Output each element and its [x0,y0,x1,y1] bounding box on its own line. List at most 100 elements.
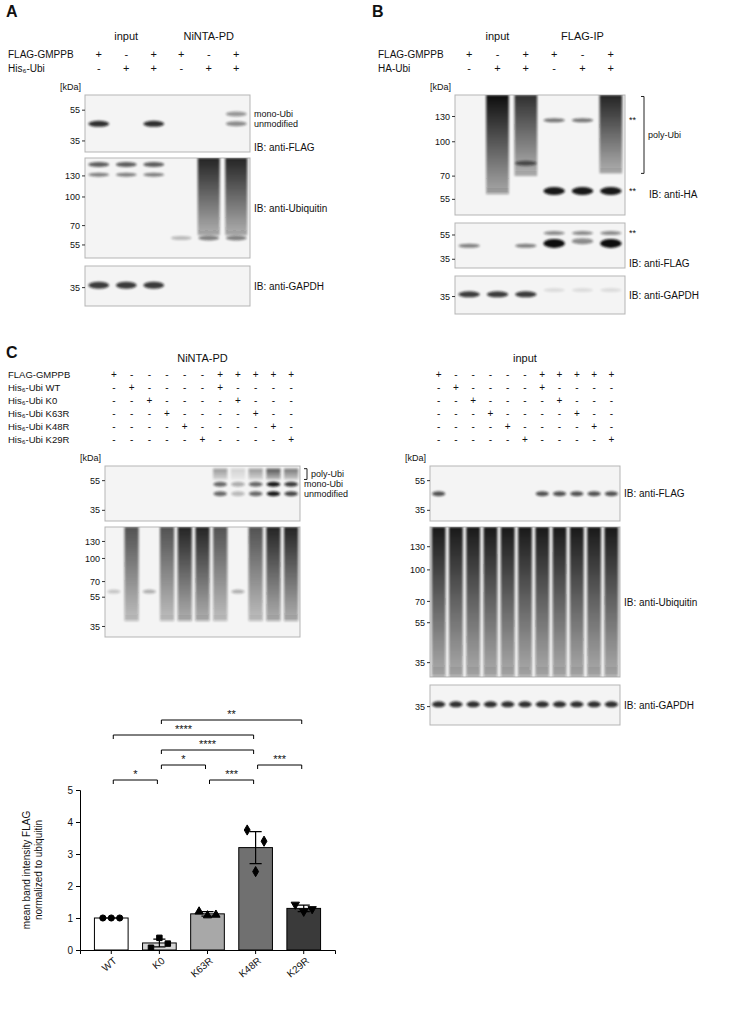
significance-bracket [258,765,302,769]
treatment-sign: + [523,48,529,60]
blot-panel: BinputFLAG-IPFLAG-GMPPB+-++-+HA-Ubi-++-+… [372,3,699,314]
treatment-sign: - [236,421,239,432]
blot-membrane [85,95,250,152]
treatment-sign: - [472,369,475,380]
blot-band [116,162,137,167]
treatment-sign: - [289,408,292,419]
blot-band [249,482,262,487]
treatment-sign: + [436,369,442,380]
treatment-sign: - [112,434,115,445]
treatment-sign: + [151,48,157,60]
marker-label: 35 [70,283,80,293]
blot-band [543,187,565,195]
treatment-sign: + [235,369,241,380]
treatment-sign: - [437,421,440,432]
marker-tick [102,510,105,511]
treatment-sign: - [236,434,239,445]
tick-label: K63R [189,955,215,980]
tick-mark [76,822,80,823]
treatment-sign: + [608,369,614,380]
significance-label: * [133,768,138,780]
treatment-sign: - [575,382,578,393]
bar-chart: 012345WTK0K63RK48RK29Rmean band intensit… [21,708,336,979]
blot-smear [213,469,227,480]
band-annotation: ** [629,186,637,196]
marker-label: 55 [90,592,100,602]
blot-band [572,187,594,195]
x-tick: K0 [150,950,167,971]
blot-label: IB: anti-GAPDH [624,700,694,711]
tick-mark [255,950,256,954]
treatment-sign: - [454,369,457,380]
treatment-sign: - [165,369,168,380]
marker-label: 55 [90,476,100,486]
blot-label: IB: anti-FLAG [629,258,690,269]
treatment-sign: + [551,48,557,60]
blot-bands [458,231,621,248]
treatment-sign: - [148,408,151,419]
marker-tick [102,480,105,481]
blot-band [231,491,244,496]
row-label: FLAG-GMPPB [378,49,444,60]
data-point [308,907,316,914]
blot-band [605,701,618,707]
treatment-sign: + [539,369,545,380]
band-annotation: ** [629,115,637,125]
treatment-sign: - [219,421,222,432]
blot-label: IB: anti-HA [649,189,698,200]
treatment-sign: + [579,62,585,74]
treatment-sign: - [496,48,500,60]
treatment-sign: + [557,369,563,380]
blot-band [143,590,156,594]
treatment-sign: - [592,382,595,393]
treatment-sign: - [552,62,556,74]
blot-band [88,162,109,167]
treatment-sign: - [165,434,168,445]
marker-label: 35 [440,292,450,302]
tick-label: K29R [285,955,311,980]
treatment-sign: + [178,48,184,60]
bar [94,918,128,950]
blot-band [605,491,618,496]
data-point [165,941,170,946]
treatment-sign: - [219,434,222,445]
blot-band [600,187,622,195]
blot-band [231,590,244,594]
treatment-sign: - [254,395,257,406]
blot-membrane [430,466,620,521]
marker-tick [102,541,105,542]
marker-label: 35 [415,658,425,668]
treatment-sign: + [288,434,294,445]
tick-label: 1 [67,913,73,924]
plot-marks [94,825,320,950]
blot-bands [432,491,618,496]
treatment-sign: - [179,62,183,74]
treatment-sign: - [201,408,204,419]
treatment-sign: - [489,382,492,393]
blot-band [600,231,622,235]
treatment-sign: - [219,395,222,406]
marker-tick [452,234,455,235]
blot-label: IB: anti-FLAG [624,488,685,499]
treatment-sign: - [289,382,292,393]
blot-smear [213,527,227,621]
treatment-sign: + [608,48,614,60]
treatment-sign: - [489,421,492,432]
blot-band [515,161,537,166]
blot-bands [107,527,298,621]
blot-band [432,491,445,496]
treatment-sign: + [288,369,294,380]
group-title: input [114,30,138,42]
treatment-sign: - [289,395,292,406]
treatment-sign: - [472,434,475,445]
treatment-sign: - [130,408,133,419]
treatment-sign: + [608,434,614,445]
blot-band [588,491,601,496]
blot-band [226,112,247,117]
treatment-sign: + [466,48,472,60]
treatment-sign: + [608,62,614,74]
treatment-sign: + [217,382,223,393]
blot-smear [604,527,618,677]
tick-label: 5 [67,785,73,796]
treatment-sign: + [539,382,545,393]
